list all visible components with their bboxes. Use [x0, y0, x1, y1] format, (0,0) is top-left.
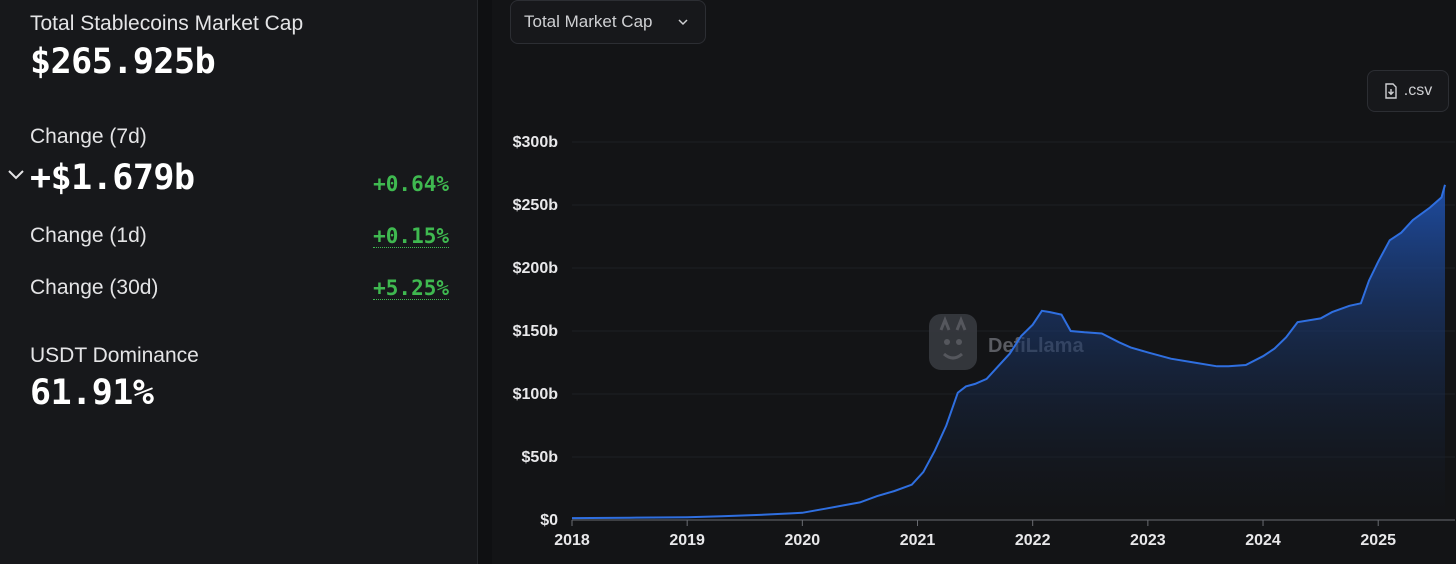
total-market-cap-label: Total Stablecoins Market Cap [30, 12, 304, 35]
chart-metric-dropdown[interactable]: Total Market Cap [510, 0, 706, 44]
change-30d-label: Change (30d) [30, 276, 159, 299]
x-tick-label: 2020 [785, 532, 821, 549]
usdt-dominance-label: USDT Dominance [30, 344, 199, 367]
y-tick-label: $150b [513, 323, 559, 340]
change-7d-label: Change (7d) [30, 125, 147, 148]
x-tick-label: 2018 [554, 532, 590, 549]
usdt-dominance-value: 61.91% [30, 373, 154, 413]
y-tick-label: $200b [513, 260, 559, 277]
chart-area-series [571, 184, 1446, 521]
area-fill [572, 184, 1445, 521]
change-1d-label: Change (1d) [30, 224, 147, 247]
x-tick-label: 2019 [669, 532, 705, 549]
y-tick-label: $50b [522, 449, 559, 466]
chevron-down-icon [678, 19, 688, 26]
x-tick-label: 2021 [900, 532, 936, 549]
market-cap-chart[interactable]: DefiLlama $0$50b$100b$150b$200b$250b$300… [492, 0, 1456, 564]
download-file-icon [1385, 83, 1397, 99]
y-tick-label: $250b [513, 197, 559, 214]
x-tick-label: 2022 [1015, 532, 1051, 549]
chart-axes: $0 $50b $100b $150b $200b $250b $300b 2018 2019 2… [513, 134, 1455, 549]
llama-logo-icon [929, 314, 977, 370]
change-7d-pct: +0.64% [373, 172, 449, 196]
x-tick-label: 2023 [1130, 532, 1166, 549]
stats-panel: Total Stablecoins Market Cap $265.925b C… [0, 0, 478, 564]
chart-panel: Total Market Cap .csv De [492, 0, 1456, 564]
series-line [571, 184, 1446, 520]
y-tick-label: $300b [513, 134, 559, 151]
change-7d-value: +$1.679b [30, 158, 195, 198]
x-tick-label: 2024 [1245, 532, 1281, 549]
y-tick-label: $100b [513, 386, 559, 403]
x-tick-label: 2025 [1360, 532, 1396, 549]
chevron-down-icon[interactable] [7, 166, 25, 184]
total-market-cap-value: $265.925b [30, 42, 216, 82]
dropdown-label: Total Market Cap [524, 12, 653, 31]
download-csv-button[interactable]: .csv [1367, 70, 1449, 112]
change-30d-pct[interactable]: +5.25% [373, 276, 449, 300]
csv-label: .csv [1403, 82, 1433, 99]
change-1d-pct[interactable]: +0.15% [373, 224, 449, 248]
y-tick-label: $0 [540, 512, 558, 529]
